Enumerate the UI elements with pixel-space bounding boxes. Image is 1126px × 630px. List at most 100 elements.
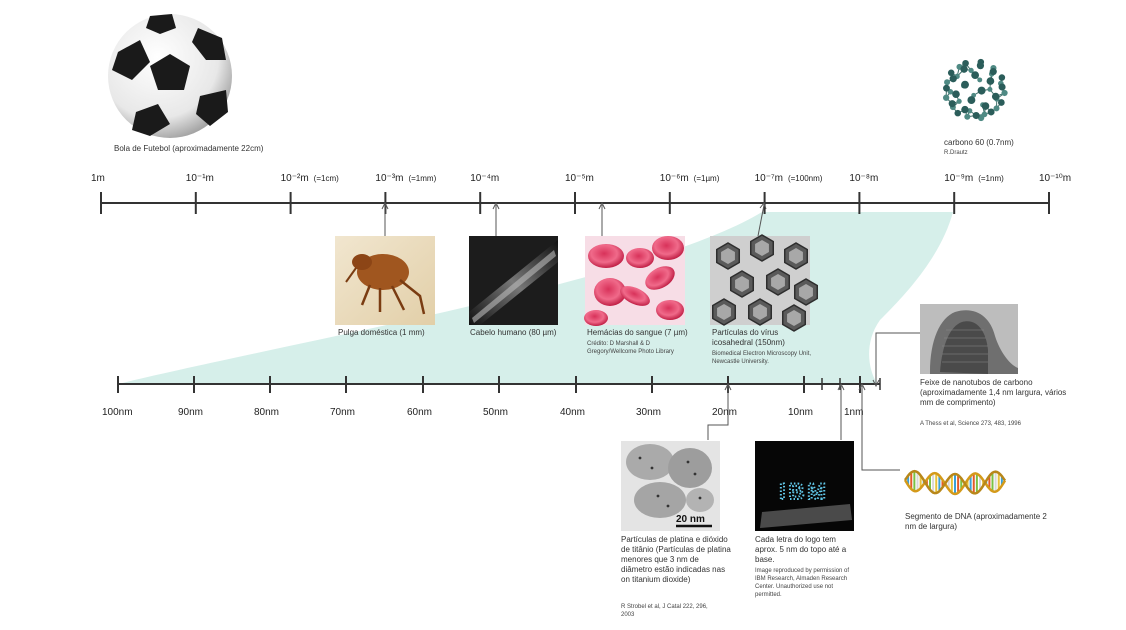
top-tick-label: 10⁻⁶m (=1µm) <box>659 173 720 184</box>
c60-atom <box>960 65 968 73</box>
blood-cells-image <box>584 236 685 326</box>
top-tick-label: 10⁻⁹m (=1nm) <box>944 173 1004 184</box>
hair-image <box>469 236 558 325</box>
carbon60-credit: R.Drautz <box>944 150 968 156</box>
c60-atom <box>991 92 1000 101</box>
c60-atom <box>998 83 1006 91</box>
platinum-credit: R Strobel et al, J Catal 222, 296, 2003 <box>621 604 708 618</box>
top-tick-note: (=1nm) <box>978 174 1004 183</box>
c60-atom <box>956 98 962 104</box>
top-tick-note: (=1cm) <box>313 174 339 183</box>
top-tick-note: (=1µm) <box>693 174 720 183</box>
top-tick-note: (=100nm) <box>787 174 823 183</box>
ibm-caption: Cada letra do logo tem aprox. 5 nm do to… <box>755 535 847 564</box>
bottom-tick-label: 90nm <box>178 407 204 418</box>
c60-atom <box>971 71 980 80</box>
top-tick-label: 10⁻³m (=1mm) <box>375 173 437 184</box>
virus-particle <box>755 240 769 256</box>
ibm-credit: Image reproduced by permission of IBM Re… <box>755 568 850 598</box>
c60-atom <box>964 113 971 120</box>
c60-atom <box>942 94 950 101</box>
top-tick-label: 10⁻⁸m <box>849 173 879 184</box>
virus-particle <box>721 248 735 264</box>
hair-caption: Cabelo humano (80 µm) <box>470 328 557 337</box>
c60-atom <box>987 108 995 116</box>
c60-atom <box>954 109 962 117</box>
connector-lines <box>381 201 920 471</box>
carbon60-caption: carbono 60 (0.7nm) <box>944 138 1014 147</box>
nanotubes-credit: A Thess et al, Science 273, 483, 1996 <box>920 421 1021 427</box>
ibm-atoms-image <box>755 441 854 531</box>
virus-particle <box>771 274 785 290</box>
bottom-tick-label: 100nm <box>102 407 133 418</box>
bottom-tick-label: 10nm <box>788 407 814 418</box>
platinum-caption: Partículas de platina e dióxido de titân… <box>621 535 731 584</box>
bottom-tick-label: 20nm <box>712 407 738 418</box>
top-tick-label: 10⁻⁷m (=100nm) <box>754 173 823 184</box>
blood-credit: Crédito: D Marshall & D Gregory/Wellcome… <box>587 341 674 355</box>
dna-image <box>903 469 1007 496</box>
bottom-tick-label: 60nm <box>407 407 433 418</box>
flea-caption: Pulga doméstica (1 mm) <box>338 328 425 337</box>
top-tick-label: 10⁻⁴m <box>470 173 500 184</box>
c60-atom <box>962 59 969 67</box>
c60-atom <box>961 105 969 114</box>
top-tick-label: 10⁻¹m <box>185 173 214 184</box>
c60-atom <box>944 79 951 86</box>
bottom-tick-label: 80nm <box>254 407 280 418</box>
c60-atom <box>961 80 969 89</box>
bottom-tick-label: 1nm <box>844 407 864 418</box>
bottom-tick-label: 50nm <box>483 407 509 418</box>
c60-atom <box>977 86 986 95</box>
bottom-tick-label: 30nm <box>636 407 662 418</box>
football-caption: Bola de Futebol (aproximadamente 22cm) <box>114 144 264 153</box>
c60-atom <box>968 67 974 74</box>
c60-atom <box>952 90 960 98</box>
dna-strand <box>903 471 1007 496</box>
c60-atom <box>997 99 1005 106</box>
c60-atom <box>981 102 990 110</box>
carbon60-image <box>942 58 1008 122</box>
dna-caption: Segmento de DNA (aproximadamente 2 nm de… <box>905 512 1047 531</box>
c60-atom <box>986 77 995 85</box>
c60-atom <box>987 86 993 92</box>
football-image <box>108 14 232 138</box>
top-tick-label: 10⁻¹⁰m <box>1039 173 1072 184</box>
virus-particle <box>717 304 731 320</box>
platinum-particles-image <box>621 441 720 531</box>
c60-atom <box>989 68 997 76</box>
virus-particle <box>799 284 813 300</box>
virus-particle <box>787 310 801 326</box>
top-tick-label: 10⁻⁵m <box>565 173 594 184</box>
bottom-tick-label: 70nm <box>330 407 356 418</box>
top-tick-label: 10⁻²m (=1cm) <box>280 173 339 184</box>
top-scale-axis <box>100 192 1050 214</box>
top-tick-note: (=1mm) <box>408 174 437 183</box>
c60-atom <box>976 62 985 70</box>
nanotubes-caption: Feixe de nanotubos de carbono (aproximad… <box>920 378 1067 407</box>
virus-particles-image <box>710 234 819 332</box>
c60-atom <box>943 84 950 92</box>
c60-atom <box>948 100 956 108</box>
bottom-tick-label: 40nm <box>560 407 586 418</box>
c60-atom <box>977 77 983 83</box>
c60-atom <box>1001 89 1008 97</box>
c60-atom <box>972 111 980 120</box>
c60-atom <box>998 74 1006 81</box>
top-tick-label: 1m <box>91 173 105 184</box>
flea-image <box>335 236 435 325</box>
platinum-scale-label: 20 nm <box>676 514 705 525</box>
ibm-logo-text: IBM <box>779 479 828 504</box>
virus-particle <box>753 304 767 320</box>
virus-caption: Partículas do vírus icosahedral (150nm) <box>712 328 785 347</box>
virus-particle <box>735 276 749 292</box>
c60-atom <box>949 75 957 83</box>
dna-strand <box>903 469 1007 495</box>
c60-atom <box>993 105 1000 112</box>
virus-particle <box>789 248 803 264</box>
nanotubes-image <box>920 304 1018 374</box>
virus-credit: Biomedical Electron Microscopy Unit, New… <box>712 351 812 365</box>
blood-caption: Hemácias do sangue (7 µm) <box>587 328 688 337</box>
